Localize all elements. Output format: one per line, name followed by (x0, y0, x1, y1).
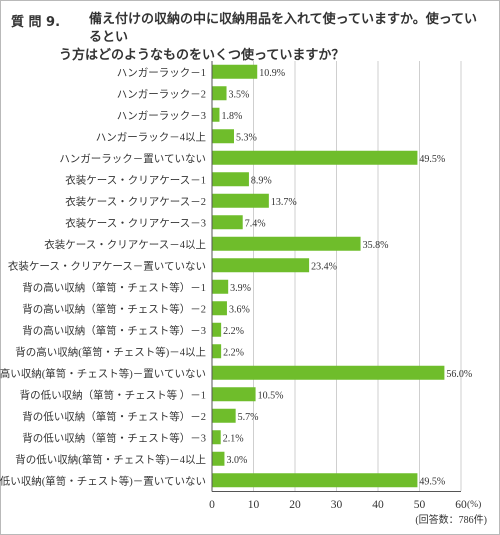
bar (212, 451, 225, 466)
x-tick-label: 30 (331, 499, 343, 511)
value-label: 1.8% (221, 111, 242, 122)
value-label: 35.8% (363, 240, 389, 251)
value-label: 13.7% (271, 197, 297, 208)
bar (212, 408, 236, 423)
value-label: 8.9% (251, 175, 272, 186)
category-label: 背の高い収納(箪笥・チェスト等)－4以上 (15, 345, 206, 358)
bar (212, 129, 234, 144)
category-label: 衣装ケース・クリアケース－4以上 (44, 238, 206, 251)
value-label: 2.2% (223, 326, 244, 337)
question-number: 質 問 9. (11, 15, 61, 30)
x-unit-label: (%) (467, 499, 481, 510)
category-label: 背の高い収納(箪笥・チェスト等)－置いていない (0, 367, 206, 380)
category-label: 背の高い収納（箪笥・チェスト等）－1 (22, 281, 206, 294)
value-label: 5.7% (238, 412, 259, 423)
value-label: 3.0% (226, 455, 247, 466)
value-label: 2.1% (223, 433, 244, 444)
value-label: 49.5% (419, 476, 445, 487)
question-line-2: う方はどのようなものをいくつ使っていますか？ (59, 48, 345, 63)
x-tick-label: 40 (372, 499, 384, 511)
category-label: 背の低い収納（箪笥・チェスト等）－3 (22, 431, 206, 444)
category-label: 衣装ケース・クリアケース－2 (65, 195, 206, 208)
bar (212, 236, 361, 251)
response-count-note: (回答数：786件) (415, 513, 487, 526)
category-label: 背の低い収納(箪笥・チェスト等)－4以上 (15, 453, 206, 466)
category-label: ハンガーラック－置いていない (59, 153, 206, 165)
category-label: 背の低い収納(箪笥・チェスト等)－置いていない (0, 474, 206, 487)
category-label: ハンガーラック－4以上 (96, 131, 206, 143)
category-label: 衣装ケース・クリアケース－1 (65, 173, 206, 186)
category-label: ハンガーラック－2 (117, 88, 206, 100)
bar (212, 258, 310, 273)
category-label: 背の高い収納（箪笥・チェスト等）－2 (22, 302, 206, 315)
value-label: 5.3% (236, 132, 257, 143)
bar (212, 172, 249, 187)
bar (212, 107, 220, 122)
category-label: ハンガーラック－3 (117, 110, 206, 122)
value-label: 3.5% (229, 89, 250, 100)
value-label: 10.9% (259, 68, 285, 79)
value-label: 7.4% (245, 218, 266, 229)
category-label: 背の高い収納（箪笥・チェスト等）－3 (22, 324, 206, 337)
category-label: 衣装ケース・クリアケース－3 (65, 216, 206, 229)
bar (212, 64, 258, 79)
bar (212, 150, 418, 165)
value-label: 49.5% (419, 154, 445, 165)
bar (212, 430, 221, 445)
bar (212, 344, 222, 359)
value-label: 3.6% (229, 304, 250, 315)
category-label: 背の低い収納（箪笥・チェスト等）－2 (22, 410, 206, 423)
category-label: 衣装ケース・クリアケース－置いていない (8, 259, 206, 272)
question-line-1: 備え付けの収納の中に収納用品を入れて使っていますか。使っているとい (89, 12, 478, 45)
bar (212, 215, 243, 230)
bar (212, 86, 227, 101)
bar (212, 193, 269, 208)
x-tick-label: 10 (248, 499, 260, 511)
value-label: 56.0% (446, 369, 472, 380)
question-text: 備え付けの収納の中に収納用品を入れて使っていますか。使っているとい う方はどのよ… (59, 11, 489, 65)
x-tick-label: 60 (455, 499, 467, 511)
category-label: 背の低い収納（箪笥・チェスト等 ）－1 (20, 388, 206, 401)
bar (212, 322, 222, 337)
value-label: 23.4% (311, 261, 337, 272)
x-tick-label: 20 (289, 499, 301, 511)
value-label: 3.9% (230, 283, 251, 294)
category-label: ハンガーラック－1 (117, 67, 206, 79)
bar (212, 365, 445, 380)
bar (212, 279, 229, 294)
x-tick-label: 0 (209, 499, 215, 511)
x-tick-label: 50 (414, 499, 426, 511)
bar (212, 301, 227, 316)
bar (212, 387, 256, 402)
value-label: 10.5% (258, 390, 284, 401)
bar (212, 473, 418, 488)
value-label: 2.2% (223, 347, 244, 358)
